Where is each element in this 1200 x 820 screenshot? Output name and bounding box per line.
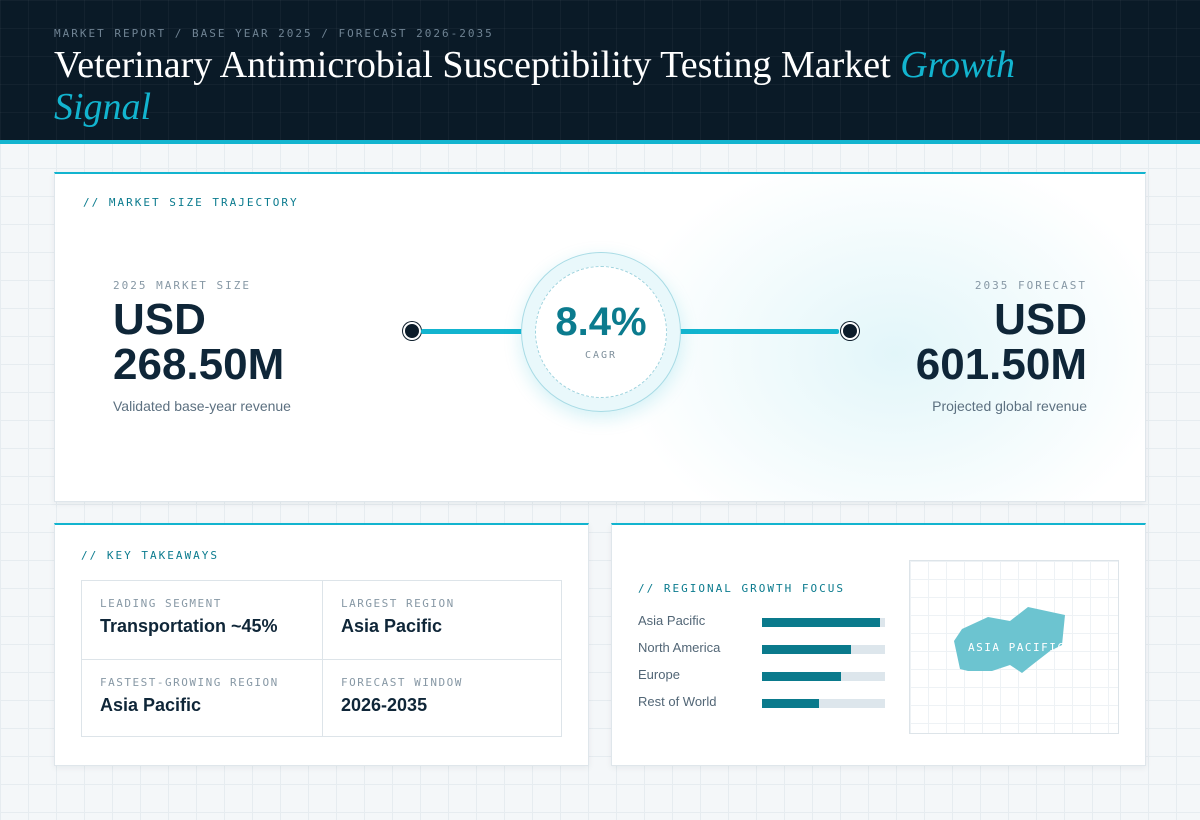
regional-growth-card: // REGIONAL GROWTH FOCUS Asia Pacific No…	[611, 523, 1146, 766]
start-metric-sub: Validated base-year revenue	[113, 398, 291, 414]
takeaway-label: LARGEST REGION	[341, 597, 455, 610]
takeaway-label: FORECAST WINDOW	[341, 676, 463, 689]
trajectory-line-left	[421, 329, 525, 334]
title-accent: Growth Signal	[54, 44, 1015, 128]
cagr-label: CAGR	[584, 350, 618, 361]
start-metric-value: USD 268.50M	[113, 297, 284, 387]
region-bar-track	[762, 618, 885, 627]
takeaway-value: Transportation ~45%	[100, 616, 278, 636]
region-bar-track	[762, 699, 885, 708]
takeaway-label: LEADING SEGMENT	[100, 597, 222, 610]
cagr-badge: 8.4% CAGR	[521, 252, 681, 412]
start-metric-label: 2025 MARKET SIZE	[113, 279, 251, 292]
region-bar-track	[762, 672, 885, 681]
takeaway-label: FASTEST-GROWING REGION	[100, 676, 279, 689]
takeaway-fastest-growing-region: FASTEST-GROWING REGION Asia Pacific	[82, 659, 322, 737]
start-value-amount: 268.50M	[113, 340, 285, 389]
page-title: Veterinary Antimicrobial Susceptibility …	[54, 44, 1054, 128]
end-metric-label: 2035 FORECAST	[974, 279, 1087, 292]
start-point-dot	[403, 322, 421, 340]
cagr-value: 8.4%	[555, 300, 647, 344]
region-bar-fill	[762, 672, 841, 681]
takeaway-leading-segment: LEADING SEGMENT Transportation ~45%	[82, 581, 322, 659]
region-bar-fill	[762, 699, 819, 708]
region-bar-fill	[762, 645, 851, 654]
trajectory-line-right	[677, 329, 839, 334]
background-glow	[615, 174, 1145, 501]
region-bar-row: Asia Pacific	[638, 613, 888, 629]
end-metric-value: USD 601.50M	[916, 297, 1087, 387]
takeaways-label: // KEY TAKEAWAYS	[81, 549, 219, 562]
title-main: Veterinary Antimicrobial Susceptibility …	[54, 44, 891, 86]
asia-pacific-map-shape	[954, 607, 1065, 673]
region-name: Rest of World	[638, 694, 717, 709]
start-value-currency: USD	[113, 295, 206, 344]
regional-label: // REGIONAL GROWTH FOCUS	[638, 582, 845, 595]
region-name: Europe	[638, 667, 680, 682]
report-header: MARKET REPORT / BASE YEAR 2025 / FORECAS…	[0, 0, 1200, 144]
cagr-inner-ring: 8.4% CAGR	[535, 266, 667, 398]
key-takeaways-card: // KEY TAKEAWAYS LEADING SEGMENT Transpo…	[54, 523, 589, 766]
region-name: Asia Pacific	[638, 613, 706, 628]
map-region-label: ASIA PACIFIC	[968, 641, 1066, 654]
report-kicker: MARKET REPORT / BASE YEAR 2025 / FORECAS…	[54, 27, 494, 40]
takeaway-value: Asia Pacific	[341, 616, 443, 636]
region-map: ASIA PACIFIC	[909, 560, 1119, 734]
region-bar-fill	[762, 618, 881, 627]
takeaway-value: Asia Pacific	[100, 695, 202, 715]
region-bar-row: North America	[638, 640, 888, 656]
takeaway-largest-region: LARGEST REGION Asia Pacific	[322, 581, 562, 659]
region-bar-row: Rest of World	[638, 694, 888, 710]
takeaway-value: 2026-2035	[341, 695, 428, 715]
market-size-card: // MARKET SIZE TRAJECTORY 2025 MARKET SI…	[54, 172, 1146, 502]
end-metric-sub: Projected global revenue	[932, 398, 1087, 414]
region-bar-row: Europe	[638, 667, 888, 683]
region-bar-track	[762, 645, 885, 654]
end-point-dot	[841, 322, 859, 340]
takeaways-grid: LEADING SEGMENT Transportation ~45% LARG…	[81, 580, 562, 737]
end-value-currency: USD	[994, 295, 1087, 344]
takeaway-forecast-window: FORECAST WINDOW 2026-2035	[322, 659, 562, 737]
end-value-amount: 601.50M	[915, 340, 1087, 389]
trajectory-label: // MARKET SIZE TRAJECTORY	[83, 196, 299, 209]
region-name: North America	[638, 640, 721, 655]
